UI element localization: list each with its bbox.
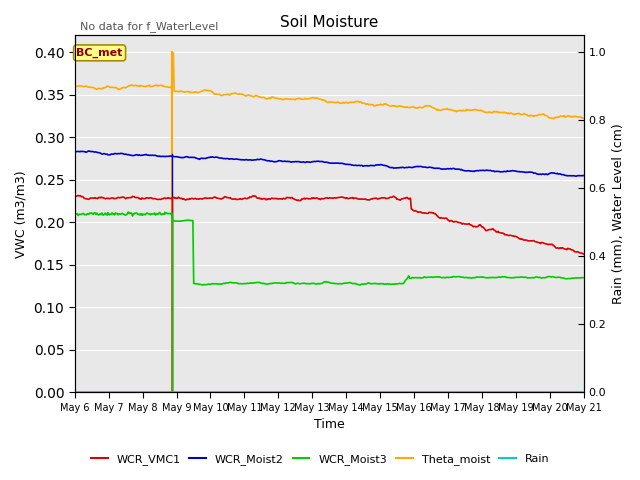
Title: Soil Moisture: Soil Moisture	[280, 15, 378, 30]
Legend: WCR_VMC1, WCR_Moist2, WCR_Moist3, Theta_moist, Rain: WCR_VMC1, WCR_Moist2, WCR_Moist3, Theta_…	[86, 450, 554, 469]
Y-axis label: VWC (m3/m3): VWC (m3/m3)	[15, 170, 28, 258]
X-axis label: Time: Time	[314, 419, 345, 432]
Text: No data for f_WaterLevel: No data for f_WaterLevel	[80, 21, 218, 32]
Y-axis label: Rain (mm), Water Level (cm): Rain (mm), Water Level (cm)	[612, 123, 625, 304]
Text: BC_met: BC_met	[76, 48, 123, 58]
